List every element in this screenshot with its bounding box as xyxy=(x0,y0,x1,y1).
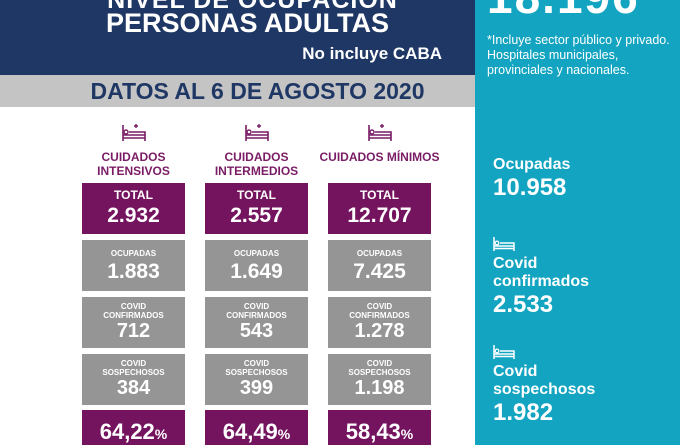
sospechosos-label-2: SOSPECHOSOS xyxy=(225,368,288,377)
subtitle: No incluye CABA xyxy=(302,44,442,63)
ocupadas-value: 7.425 xyxy=(353,260,406,283)
confirmados-label-1: COVID xyxy=(366,302,393,311)
side-confirmados: Covid confirmados 2.533 xyxy=(493,236,613,319)
column-label: CUIDADOS INTERMEDIOS xyxy=(214,150,299,178)
percent-card: 64,22% xyxy=(82,410,185,445)
confirmados-value: 543 xyxy=(239,320,274,342)
percent-value: 64,49 xyxy=(222,419,278,444)
percent-symbol: % xyxy=(400,426,414,442)
sospechosos-card: COVID SOSPECHOSOS 1.198 xyxy=(328,354,431,405)
ocupadas-value: 1.649 xyxy=(230,260,283,283)
sospechosos-label-2: SOSPECHOSOS xyxy=(348,368,411,377)
total-value: 12.707 xyxy=(347,204,412,227)
side-note: *Incluye sector público y privado. Hospi… xyxy=(487,33,670,77)
percent-symbol: % xyxy=(277,426,291,442)
confirmados-label-1: COVID xyxy=(243,302,270,311)
confirmados-card: COVID CONFIRMADOS 712 xyxy=(82,297,185,348)
ocupadas-label: OCUPADAS xyxy=(110,249,157,258)
confirmados-card: COVID CONFIRMADOS 1.278 xyxy=(328,297,431,348)
side-ocupadas-value: 10.958 xyxy=(493,174,567,201)
side-ocupadas-label: Ocupadas xyxy=(493,156,571,173)
side-confirmados-value: 2.533 xyxy=(493,291,554,318)
header-banner: NIVEL DE OCUPACIÓN PERSONAS ADULTAS No i… xyxy=(0,0,475,75)
percent-card: 64,49% xyxy=(205,410,308,445)
sospechosos-card: COVID SOSPECHOSOS 399 xyxy=(205,354,308,405)
total-label: TOTAL xyxy=(360,188,399,202)
total-label: TOTAL xyxy=(114,188,153,202)
side-confirmados-label: Covid confirmados xyxy=(493,255,590,290)
main-panel: CUIDADOS INTENSIVOS TOTAL 2.932 OCUPADAS… xyxy=(0,107,475,445)
title-line-2: PERSONAS ADULTAS xyxy=(105,8,389,38)
date-text: DATOS AL 6 DE AGOSTO 2020 xyxy=(90,78,425,104)
total-label: TOTAL xyxy=(237,188,276,202)
side-sospechosos-value: 1.982 xyxy=(493,399,554,426)
ocupadas-card: OCUPADAS 1.649 xyxy=(205,240,308,291)
total-value: 2.932 xyxy=(107,204,160,227)
date-band: DATOS AL 6 DE AGOSTO 2020 xyxy=(0,75,475,107)
ocupadas-label: OCUPADAS xyxy=(233,249,280,258)
side-sospechosos: Covid sospechosos 1.982 xyxy=(493,344,613,427)
bed-icon xyxy=(245,124,269,141)
sospechosos-label-1: COVID xyxy=(366,359,393,368)
confirmados-value: 1.278 xyxy=(354,320,405,342)
bed-icon xyxy=(122,124,146,141)
ocupadas-value: 1.883 xyxy=(107,260,160,283)
confirmados-label-2: CONFIRMADOS xyxy=(226,311,287,320)
side-ocupadas: Ocupadas 10.958 xyxy=(493,156,570,202)
total-card: TOTAL 2.932 xyxy=(82,183,185,234)
column-label: CUIDADOS MÍNIMOS xyxy=(319,150,440,164)
total-card: TOTAL 2.557 xyxy=(205,183,308,234)
total-card: TOTAL 12.707 xyxy=(328,183,431,234)
confirmados-label-2: CONFIRMADOS xyxy=(349,311,410,320)
total-value: 2.557 xyxy=(230,204,283,227)
confirmados-value: 712 xyxy=(116,320,151,342)
confirmados-label-2: CONFIRMADOS xyxy=(103,311,164,320)
column-label: CUIDADOS INTENSIVOS xyxy=(97,150,170,178)
sospechosos-card: COVID SOSPECHOSOS 384 xyxy=(82,354,185,405)
confirmados-label-1: COVID xyxy=(120,302,147,311)
sospechosos-label-1: COVID xyxy=(243,359,270,368)
sospechosos-label-2: SOSPECHOSOS xyxy=(102,368,165,377)
sospechosos-value: 384 xyxy=(116,377,151,399)
bed-icon xyxy=(493,345,515,359)
confirmados-card: COVID CONFIRMADOS 543 xyxy=(205,297,308,348)
bed-icon xyxy=(493,237,515,251)
ocupadas-card: OCUPADAS 1.883 xyxy=(82,240,185,291)
sospechosos-value: 399 xyxy=(239,377,274,399)
bed-icon xyxy=(368,124,392,141)
big-number: 18.196 xyxy=(487,0,640,24)
ocupadas-card: OCUPADAS 7.425 xyxy=(328,240,431,291)
title-line-1: NIVEL DE OCUPACIÓN xyxy=(107,0,398,14)
sospechosos-label-1: COVID xyxy=(120,359,147,368)
percent-card: 58,43% xyxy=(328,410,431,445)
percent-value: 58,43 xyxy=(345,419,401,444)
percent-symbol: % xyxy=(154,426,168,442)
sospechosos-value: 1.198 xyxy=(354,377,405,399)
side-panel: 18.196 *Incluye sector público y privado… xyxy=(475,0,680,445)
percent-value: 64,22 xyxy=(99,419,155,444)
ocupadas-label: OCUPADAS xyxy=(356,249,403,258)
side-sospechosos-label: Covid sospechosos xyxy=(493,363,596,398)
